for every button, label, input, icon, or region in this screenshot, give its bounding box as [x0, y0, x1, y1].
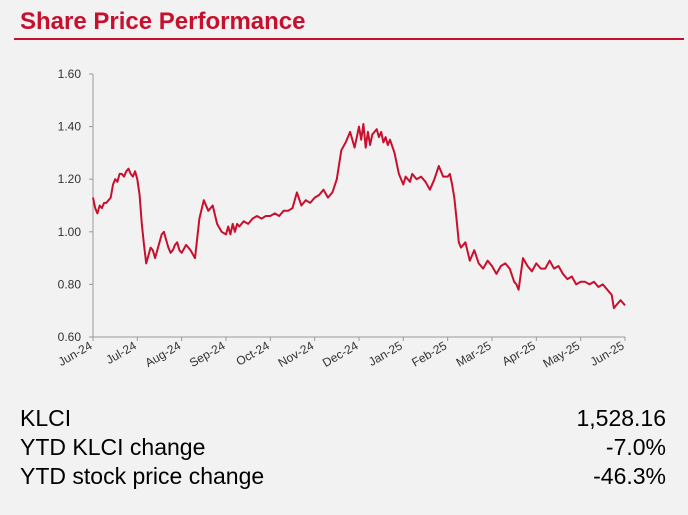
y-tick-label: 1.00 [58, 225, 82, 239]
stat-row-klci: KLCI 1,528.16 [20, 404, 666, 433]
stat-label-klci: KLCI [20, 405, 72, 431]
x-tick-label: Jul-24 [104, 338, 140, 367]
y-tick-label: 1.20 [58, 172, 82, 186]
y-tick-label: 1.40 [58, 120, 82, 134]
x-tick-label: Nov-24 [276, 338, 317, 370]
x-tick-label: Feb-25 [409, 338, 449, 369]
title-divider [14, 38, 684, 40]
stat-value-ytd-stock-change: -46.3% [593, 463, 666, 489]
stat-value-ytd-klci-change: -7.0% [605, 434, 666, 460]
x-tick-label: Oct-24 [234, 338, 272, 368]
x-tick-label: Apr-25 [500, 338, 538, 368]
x-tick-label: Jan-25 [366, 338, 405, 369]
x-tick-label: Sep-24 [187, 338, 228, 370]
x-tick-label: Dec-24 [320, 338, 361, 370]
share-price-series-line [92, 123, 626, 310]
stat-row-ytd-klci-change: YTD KLCI change -7.0% [20, 433, 666, 462]
x-tick-label: Mar-25 [454, 338, 494, 369]
stat-label-ytd-stock-change: YTD stock price change [20, 463, 265, 489]
stat-value-klci: 1,528.16 [576, 405, 666, 431]
y-tick-label: 1.60 [58, 67, 82, 81]
stat-label-ytd-klci-change: YTD KLCI change [20, 434, 206, 460]
chart-title: Share Price Performance [20, 8, 306, 35]
x-tick-label: Jun-25 [588, 338, 627, 369]
y-tick-label: 0.80 [58, 277, 82, 291]
x-tick-label: May-25 [541, 338, 583, 370]
y-tick-label: 0.60 [58, 330, 82, 344]
x-tick-label: Aug-24 [143, 338, 184, 370]
stat-row-ytd-stock-change: YTD stock price change -46.3% [20, 462, 666, 491]
stats-table: KLCI 1,528.16 YTD KLCI change -7.0% YTD … [20, 404, 666, 491]
